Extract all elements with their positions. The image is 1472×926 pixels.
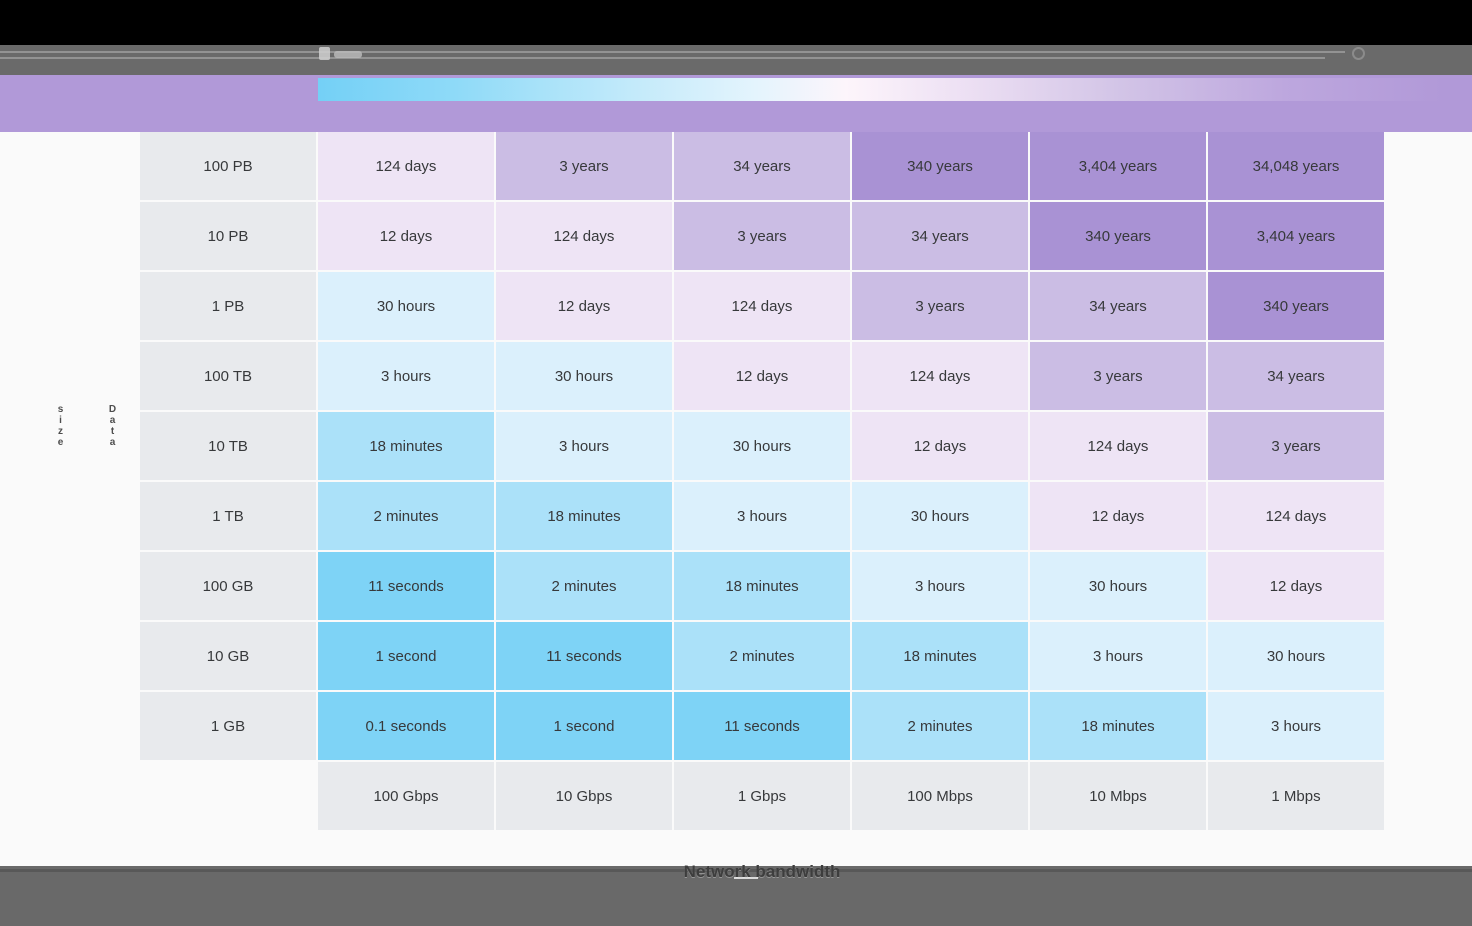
address-bar-line[interactable] [0,51,1345,53]
heatmap-cell: 12 days [852,412,1028,480]
heatmap-cell: 3 years [1030,342,1206,410]
row-label: 1 TB [140,482,316,550]
heatmap-cell: 34 years [852,202,1028,270]
heatmap-cell: 1 second [496,692,672,760]
x-axis-label: Network bandwidth [683,862,841,881]
heatmap-cell: 18 minutes [496,482,672,550]
heatmap-cell: 3 years [674,202,850,270]
y-axis-label: Data size [55,404,118,448]
row-label: 100 GB [140,552,316,620]
heatmap-cell: 2 minutes [674,622,850,690]
heatmap-cell: 18 minutes [674,552,850,620]
heatmap-cell: 124 days [318,132,494,200]
row-label: 1 GB [140,692,316,760]
color-legend-gradient [318,78,1442,101]
bottom-bar-divider [0,869,1472,872]
browser-toolbar[interactable] [0,45,1472,75]
heatmap-cell: 30 hours [1208,622,1384,690]
speed-label: 1 Mbps [1208,762,1384,830]
toolbar-menu-icon[interactable] [1352,47,1365,60]
heatmap-cell: 30 hours [318,272,494,340]
speed-label: 10 Gbps [496,762,672,830]
heatmap-cell: 34,048 years [1208,132,1384,200]
heatmap-cell: 3 years [1208,412,1384,480]
heatmap-cell: 3,404 years [1208,202,1384,270]
heatmap-cell: 12 days [496,272,672,340]
heatmap-cell: 0.1 seconds [318,692,494,760]
window-top-bar [0,0,1472,45]
heatmap-cell: 2 minutes [496,552,672,620]
heatmap-cell: 18 minutes [318,412,494,480]
heatmap-cell: 3 hours [1208,692,1384,760]
heatmap-cell: 30 hours [1030,552,1206,620]
row-label: 100 TB [140,342,316,410]
heatmap-cell: 3 hours [674,482,850,550]
heatmap-cell: 30 hours [496,342,672,410]
heatmap-cell: 11 seconds [674,692,850,760]
row-label: 100 PB [140,132,316,200]
heatmap-cell: 18 minutes [852,622,1028,690]
heatmap-cell: 30 hours [674,412,850,480]
row-label: 1 PB [140,272,316,340]
speed-label: 10 Mbps [1030,762,1206,830]
row-label: 10 PB [140,202,316,270]
heatmap-cell: 12 days [1030,482,1206,550]
heatmap-cell: 340 years [852,132,1028,200]
heatmap-cell: 3 hours [852,552,1028,620]
heatmap-cell: 12 days [674,342,850,410]
corner-spacer [140,762,316,830]
heatmap-cell: 124 days [852,342,1028,410]
heatmap-cell: 3 hours [1030,622,1206,690]
heatmap-cell: 340 years [1208,272,1384,340]
heatmap-cell: 11 seconds [318,552,494,620]
speed-label: 100 Mbps [852,762,1028,830]
heatmap-cell: 124 days [1030,412,1206,480]
heatmap-cell: 3,404 years [1030,132,1206,200]
heatmap-cell: 3 hours [318,342,494,410]
heatmap-cell: 2 minutes [852,692,1028,760]
heatmap-cell: 2 minutes [318,482,494,550]
transfer-time-heatmap: 100 PB 124 days 3 years 34 years 340 years 3,… [140,132,1384,830]
heatmap-cell: 34 years [1208,342,1384,410]
heatmap-cell: 3 hours [496,412,672,480]
tab-icon[interactable] [319,47,330,60]
speed-label: 1 Gbps [674,762,850,830]
heatmap-cell: 34 years [1030,272,1206,340]
speed-label: 100 Gbps [318,762,494,830]
heatmap-cell: 12 days [1208,552,1384,620]
heatmap-cell: 11 seconds [496,622,672,690]
heatmap-cell: 124 days [674,272,850,340]
heatmap-cell: 3 years [852,272,1028,340]
address-bar-line-2 [0,57,1325,59]
heatmap-cell: 30 hours [852,482,1028,550]
heatmap-cell: 124 days [496,202,672,270]
heatmap-cell: 1 second [318,622,494,690]
heatmap-cell: 3 years [496,132,672,200]
heatmap-cell: 12 days [318,202,494,270]
heatmap-cell: 124 days [1208,482,1384,550]
heatmap-cell: 34 years [674,132,850,200]
window-bottom-bar [0,866,1472,926]
heatmap-cell: 18 minutes [1030,692,1206,760]
row-label: 10 GB [140,622,316,690]
tab-label-obscured [334,51,362,58]
heatmap-cell: 340 years [1030,202,1206,270]
x-axis-label-underline [734,877,758,879]
row-label: 10 TB [140,412,316,480]
